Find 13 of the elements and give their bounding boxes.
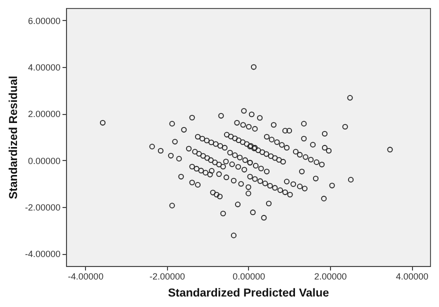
x-tick-label: 2.00000 — [314, 272, 347, 282]
y-tick-label: 4.00000 — [28, 62, 60, 73]
x-tick-label: -2.00000 — [150, 272, 186, 282]
x-tick-label: 4.00000 — [396, 272, 428, 282]
y-tick-label: 6.00000 — [28, 16, 60, 26]
y-tick-label: 2.00000 — [28, 109, 60, 120]
y-tick-label: -4.00000 — [24, 249, 60, 260]
x-axis-title: Standardized Predicted Value — [168, 288, 330, 300]
y-tick-label: 0.00000 — [28, 156, 60, 166]
y-tick-label: -2.00000 — [24, 202, 60, 212]
y-axis-title: Standardized Residual — [8, 76, 20, 200]
x-tick-label: 0.00000 — [232, 272, 266, 282]
x-tick-label: -4.00000 — [68, 272, 104, 282]
